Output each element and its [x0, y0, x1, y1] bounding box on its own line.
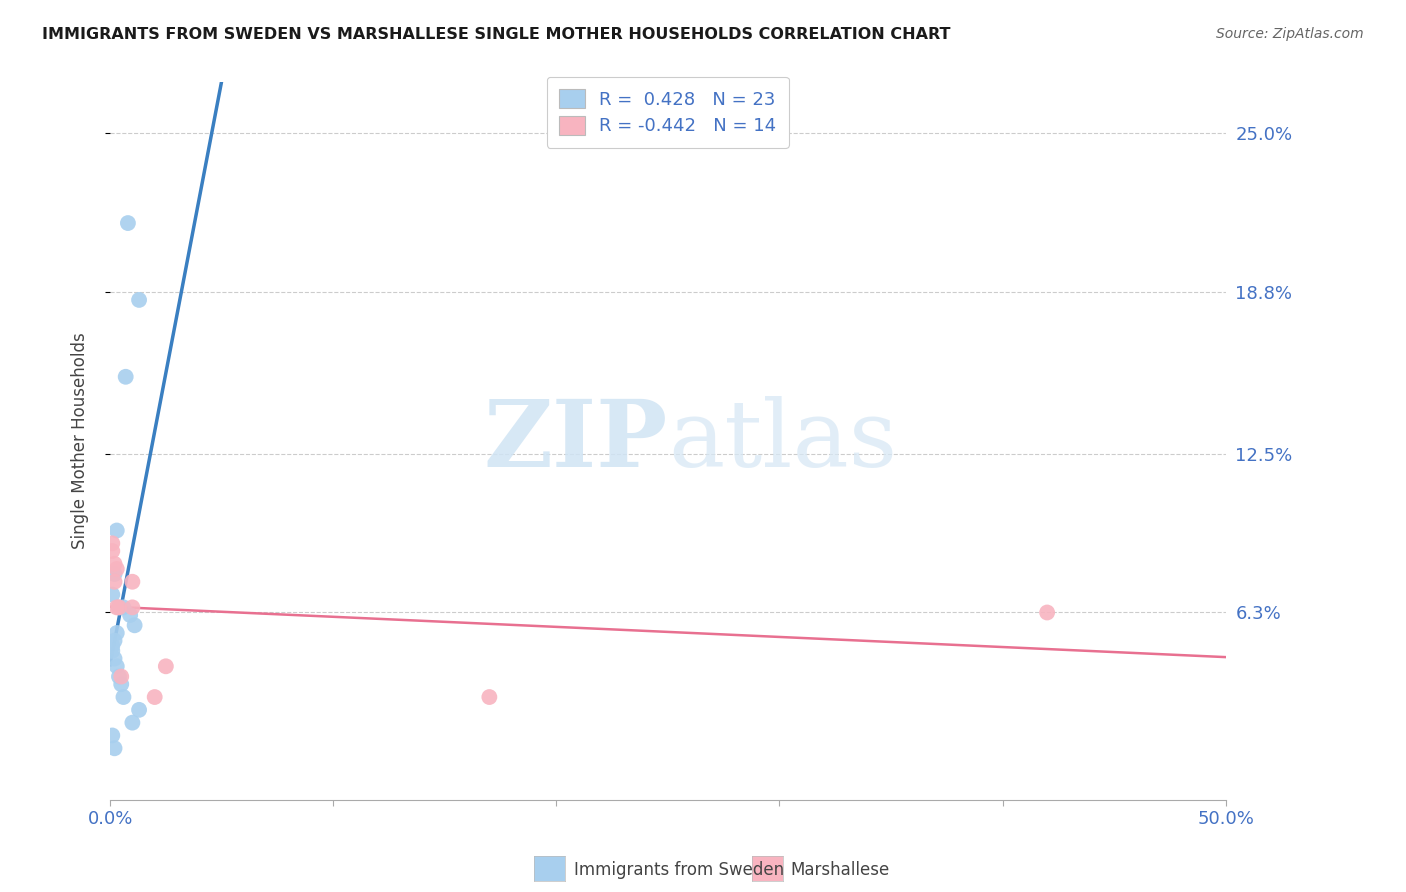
Text: atlas: atlas — [668, 396, 897, 486]
Point — [105, 562, 128, 576]
Point — [120, 608, 142, 623]
Point — [101, 639, 124, 653]
Point — [121, 600, 143, 615]
Point — [103, 574, 125, 589]
Point — [128, 703, 150, 717]
Point — [103, 741, 125, 756]
Point — [101, 544, 124, 558]
Point — [105, 659, 128, 673]
Text: ZIP: ZIP — [484, 396, 668, 486]
Point — [103, 633, 125, 648]
Point — [1036, 606, 1059, 620]
Point — [121, 574, 143, 589]
Point — [114, 369, 136, 384]
Point — [108, 600, 131, 615]
Point — [105, 626, 128, 640]
Point — [128, 293, 150, 307]
Legend: R =  0.428   N = 23, R = -0.442   N = 14: R = 0.428 N = 23, R = -0.442 N = 14 — [547, 77, 789, 148]
Y-axis label: Single Mother Households: Single Mother Households — [72, 333, 89, 549]
Point — [103, 651, 125, 665]
Text: Marshallese: Marshallese — [790, 861, 890, 879]
Point — [101, 729, 124, 743]
Point — [110, 677, 132, 691]
Point — [110, 669, 132, 683]
Point — [478, 690, 501, 704]
Point — [101, 644, 124, 658]
Point — [155, 659, 177, 673]
Point — [105, 600, 128, 615]
Text: Immigrants from Sweden: Immigrants from Sweden — [574, 861, 783, 879]
Point — [112, 690, 135, 704]
Point — [103, 567, 125, 582]
Point — [101, 588, 124, 602]
Point — [143, 690, 166, 704]
Text: Source: ZipAtlas.com: Source: ZipAtlas.com — [1216, 27, 1364, 41]
Point — [105, 524, 128, 538]
Point — [124, 618, 146, 632]
Point — [103, 557, 125, 571]
Point — [117, 216, 139, 230]
Point — [108, 669, 131, 683]
Text: IMMIGRANTS FROM SWEDEN VS MARSHALLESE SINGLE MOTHER HOUSEHOLDS CORRELATION CHART: IMMIGRANTS FROM SWEDEN VS MARSHALLESE SI… — [42, 27, 950, 42]
Point — [112, 600, 135, 615]
Point — [121, 715, 143, 730]
Point — [101, 536, 124, 550]
Point — [108, 600, 131, 615]
